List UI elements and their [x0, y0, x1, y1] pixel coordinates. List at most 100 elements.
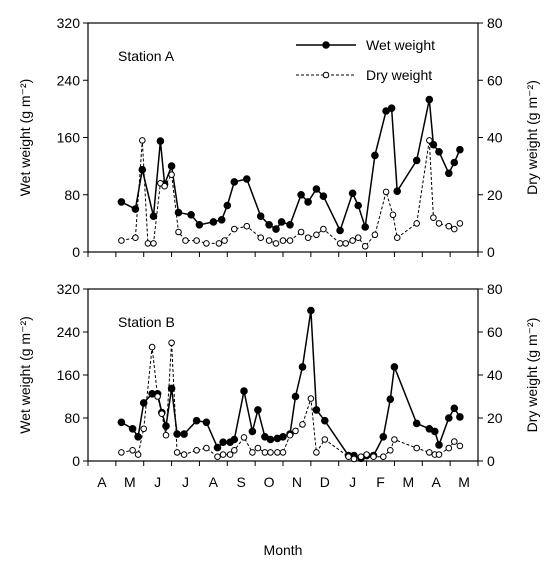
data-point-dry — [299, 421, 306, 428]
data-point-dry — [435, 451, 443, 458]
data-point-dry — [363, 451, 370, 458]
data-point-wet — [266, 435, 275, 444]
data-point-wet — [248, 427, 257, 436]
data-point-wet — [223, 201, 232, 210]
data-point-dry — [219, 451, 227, 458]
data-point-dry — [265, 237, 273, 244]
y-right-axis-title: Dry weight (g m⁻²) — [524, 318, 540, 433]
data-point-wet — [298, 363, 307, 371]
data-point-wet — [291, 392, 300, 401]
data-point-wet — [390, 363, 399, 371]
data-point-dry — [342, 240, 350, 247]
x-tick-label: M — [403, 474, 415, 490]
data-point-wet — [217, 216, 226, 224]
y-right-tick-label: 20 — [487, 410, 503, 426]
data-point-dry — [393, 234, 401, 241]
data-point-wet — [431, 427, 439, 436]
data-point-wet — [279, 433, 287, 441]
data-point-wet — [348, 189, 357, 198]
y-right-tick-label: 80 — [487, 281, 503, 297]
data-point-wet — [230, 435, 239, 444]
data-point-dry — [413, 444, 421, 452]
data-point-dry — [445, 444, 453, 452]
data-point-dry — [193, 447, 200, 454]
y-right-tick-label: 40 — [487, 367, 503, 383]
data-point-dry — [387, 447, 394, 454]
x-tick-label: A — [209, 474, 219, 490]
data-point-wet — [156, 137, 165, 145]
data-point-dry — [180, 451, 188, 458]
data-point-wet — [230, 178, 239, 186]
data-point-dry — [456, 442, 464, 450]
data-point-wet — [173, 430, 181, 438]
data-point-dry — [304, 234, 312, 241]
legend-label: Wet weight — [366, 37, 435, 53]
data-point-dry — [203, 444, 210, 452]
data-point-wet — [209, 218, 218, 226]
data-point-dry — [231, 447, 238, 454]
y-right-tick-label: 0 — [487, 244, 495, 260]
data-point-dry — [279, 237, 287, 244]
data-point-dry — [286, 237, 294, 244]
data-point-wet — [450, 404, 459, 413]
data-point-wet — [321, 416, 329, 425]
data-point-dry — [389, 211, 397, 219]
y-left-tick-label: 320 — [57, 281, 81, 297]
data-point-dry — [193, 237, 200, 244]
y-right-tick-label: 60 — [487, 72, 503, 88]
panel-label: Station B — [118, 314, 175, 330]
data-point-wet — [286, 221, 294, 229]
x-tick-label: N — [292, 474, 302, 490]
data-point-wet — [240, 387, 248, 395]
data-point-wet — [379, 433, 388, 441]
data-point-dry — [173, 449, 181, 456]
data-point-dry — [354, 234, 362, 241]
data-point-wet — [336, 226, 344, 235]
data-point-wet — [393, 187, 402, 195]
data-point-dry — [144, 240, 152, 247]
data-point-dry — [391, 436, 398, 443]
data-point-wet — [117, 418, 126, 427]
data-point-dry — [456, 220, 464, 227]
data-point-dry — [451, 438, 458, 445]
data-point-wet — [312, 185, 321, 193]
data-point-dry — [307, 395, 315, 402]
data-point-wet — [386, 395, 395, 404]
data-point-dry — [214, 453, 221, 461]
data-point-dry — [257, 234, 265, 241]
data-point-dry — [274, 449, 281, 456]
data-point-dry — [445, 222, 453, 230]
x-tick-label: M — [458, 474, 470, 490]
data-point-dry — [413, 220, 421, 227]
data-point-wet — [117, 198, 126, 206]
chart-panel-1: 0 80 160 240 320 0 20 40 60 80 Wet weight (g m⁻²) D… — [17, 15, 540, 260]
data-point-wet — [192, 416, 201, 425]
y-left-tick-label: 160 — [57, 367, 81, 383]
data-point-wet — [134, 433, 142, 441]
data-point-dry — [148, 343, 156, 351]
data-point-dry — [182, 237, 189, 244]
data-point-wet — [213, 443, 222, 452]
data-point-dry — [132, 234, 139, 241]
data-point-dry — [175, 228, 182, 236]
x-tick-label: S — [237, 474, 246, 490]
y-right-tick-label: 20 — [487, 187, 503, 203]
series-line-dry-weight — [121, 342, 461, 460]
data-point-dry — [161, 182, 168, 190]
data-point-dry — [321, 436, 329, 443]
data-point-wet — [180, 430, 188, 438]
data-point-dry — [451, 225, 458, 233]
data-point-wet — [304, 198, 312, 206]
data-point-dry — [243, 222, 251, 230]
data-point-wet — [272, 225, 280, 233]
data-point-wet — [167, 162, 176, 170]
data-point-dry — [345, 453, 352, 461]
data-point-dry — [370, 453, 377, 461]
y-right-tick-label: 40 — [487, 130, 503, 146]
y-left-axis-title: Wet weight (g m⁻²) — [17, 79, 33, 197]
data-point-dry — [139, 137, 146, 144]
data-point-dry — [221, 237, 228, 244]
data-point-dry — [320, 225, 327, 233]
data-point-wet — [139, 399, 148, 407]
